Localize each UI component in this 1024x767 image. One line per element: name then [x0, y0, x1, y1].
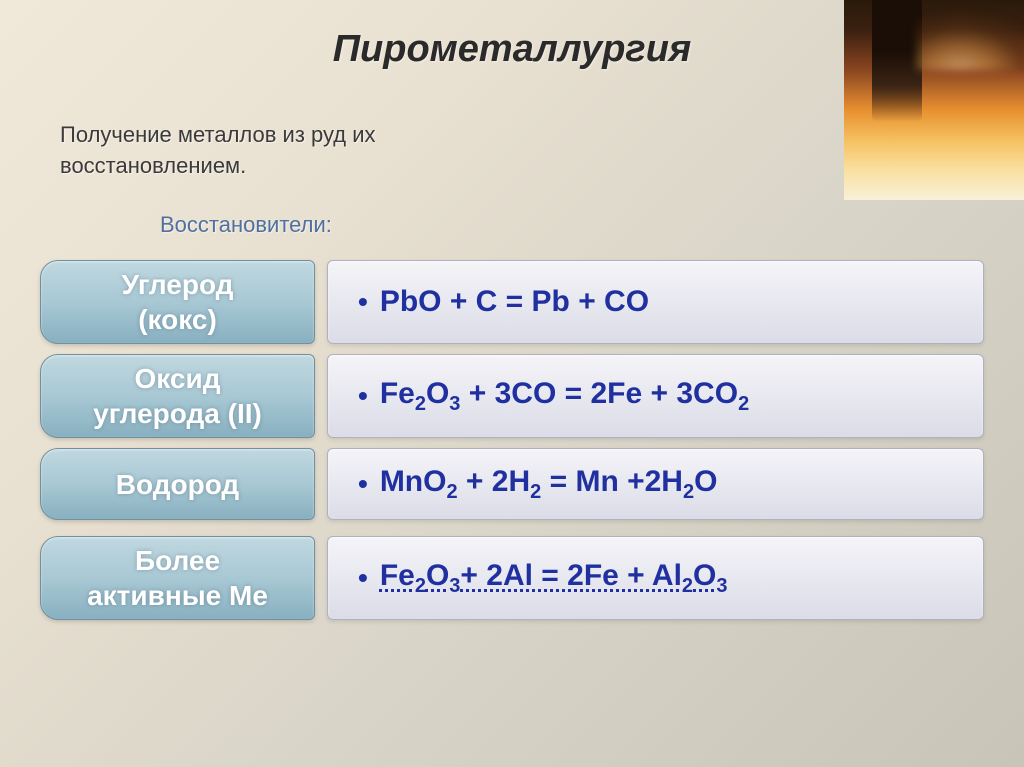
table-row: Водород • MnO2 + 2H2 = Mn +2H2O	[40, 448, 984, 520]
subtitle-line2: восстановлением.	[60, 153, 246, 178]
left-line1: Водород	[116, 467, 239, 502]
reducer-label-active-metal: Более активные Ме	[40, 536, 315, 620]
bullet-icon: •	[358, 380, 368, 412]
table-row: Углерод (кокс) • PbO + C = Pb + CO	[40, 260, 984, 344]
section-label: Восстановители:	[160, 212, 332, 238]
reducer-label-hydrogen: Водород	[40, 448, 315, 520]
left-line1: Углерод	[122, 267, 234, 302]
bullet-icon: •	[358, 286, 368, 318]
left-line1: Оксид	[135, 361, 221, 396]
reducer-label-carbon: Углерод (кокс)	[40, 260, 315, 344]
reducer-label-co: Оксид углерода (II)	[40, 354, 315, 438]
bullet-icon: •	[358, 468, 368, 500]
formula-text: Fe2O3+ 2Al = 2Fe + Al2O3	[380, 559, 728, 598]
fire-smokestack-image	[844, 0, 1024, 200]
table-row: Оксид углерода (II) • Fe2O3 + 3CO = 2Fe …	[40, 354, 984, 438]
left-line2: (кокс)	[138, 302, 217, 337]
formula-text: Fe2O3 + 3CO = 2Fe + 3CO2	[380, 377, 749, 416]
reducer-table: Углерод (кокс) • PbO + C = Pb + CO Оксид…	[40, 260, 984, 630]
formula-text: MnO2 + 2H2 = Mn +2H2O	[380, 465, 718, 504]
subtitle-line1: Получение металлов из руд их	[60, 122, 376, 147]
bullet-icon: •	[358, 562, 368, 594]
left-line1: Более	[135, 543, 220, 578]
formula-cell: • PbO + C = Pb + CO	[327, 260, 984, 344]
formula-text: PbO + C = Pb + CO	[380, 285, 649, 319]
table-row: Более активные Ме • Fe2O3+ 2Al = 2Fe + A…	[40, 536, 984, 620]
left-line2: углерода (II)	[93, 396, 262, 431]
formula-cell: • Fe2O3 + 3CO = 2Fe + 3CO2	[327, 354, 984, 438]
subtitle: Получение металлов из руд их восстановле…	[60, 120, 376, 182]
left-line2: активные Ме	[87, 578, 268, 613]
formula-cell: • MnO2 + 2H2 = Mn +2H2O	[327, 448, 984, 520]
formula-cell: • Fe2O3+ 2Al = 2Fe + Al2O3	[327, 536, 984, 620]
